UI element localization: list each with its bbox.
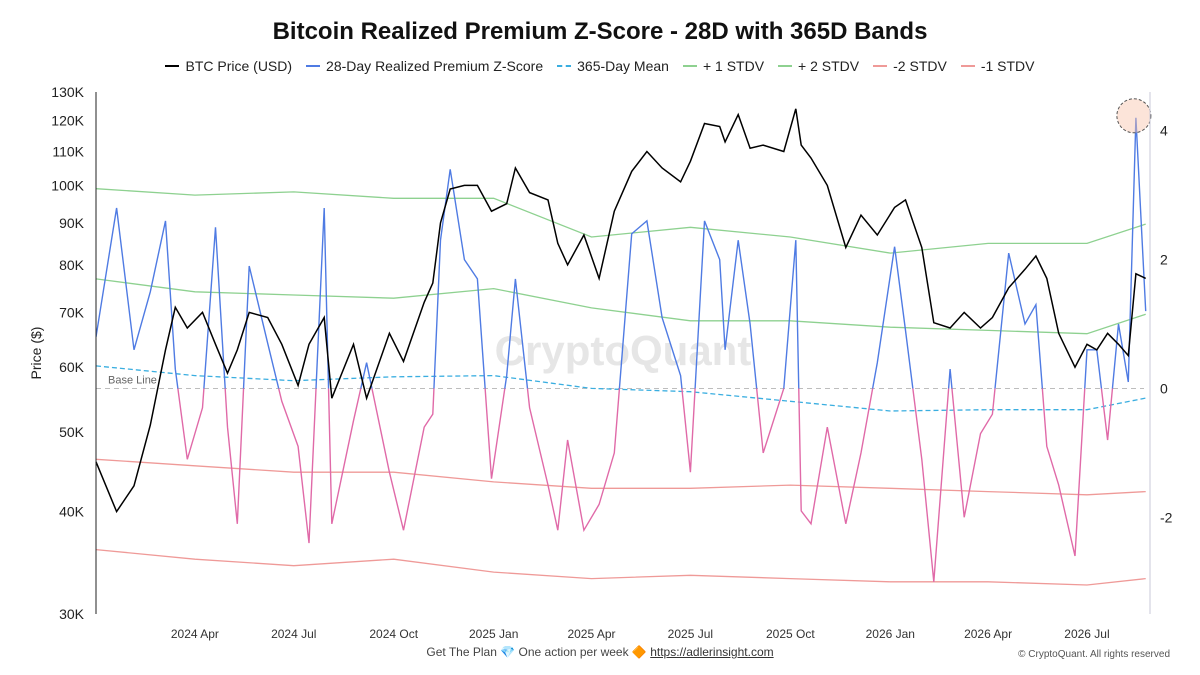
legend-item[interactable]: -2 STDV (873, 58, 947, 74)
promo-text: Get The Plan (426, 645, 497, 659)
baseline-label: Base Line (108, 374, 157, 386)
legend-item[interactable]: + 2 STDV (778, 58, 859, 74)
legend-swatch (165, 65, 180, 67)
series-line-zscore-negative (177, 388, 1114, 582)
legend-item[interactable]: 365-Day Mean (557, 58, 669, 74)
chart-legend: BTC Price (USD) 28-Day Realized Premium Z… (0, 58, 1200, 74)
footer-promo: Get The Plan 💎 One action per week 🔶 htt… (0, 645, 1200, 659)
x-tick-label: 2026 Jul (1064, 627, 1109, 641)
series-line-2-stdv (95, 188, 1146, 254)
promo-mid-text: One action per week (518, 645, 629, 659)
x-tick-label: 2025 Apr (567, 627, 615, 641)
series-line-1-stdv (95, 458, 1146, 496)
series-line-zscore-positive (96, 117, 1147, 389)
peak-highlight-circle (1116, 98, 1152, 134)
y-axis-label: Price ($) (28, 327, 44, 380)
legend-item[interactable]: BTC Price (USD) (165, 58, 292, 74)
x-tick-label: 2024 Oct (369, 627, 418, 641)
x-tick-label: 2026 Apr (964, 627, 1012, 641)
y2-tick-label: -2 (1160, 509, 1173, 525)
series-line-btc-price (95, 108, 1147, 514)
x-tick-label: 2025 Jan (469, 627, 518, 641)
series-line-1-stdv (95, 278, 1146, 335)
y2-tick-label: 0 (1160, 380, 1168, 396)
y-tick-label: 130K (51, 84, 84, 100)
promo-link[interactable]: https://adlerinsight.com (650, 645, 774, 659)
legend-item[interactable]: -1 STDV (960, 58, 1035, 74)
legend-swatch (557, 65, 572, 67)
legend-swatch (778, 65, 793, 67)
legend-label: 365-Day Mean (577, 58, 669, 74)
legend-item[interactable]: + 1 STDV (682, 58, 765, 74)
legend-label: BTC Price (USD) (185, 58, 293, 74)
y-tick-label: 60K (59, 359, 85, 375)
x-tick-label: 2025 Oct (766, 627, 815, 641)
y-tick-label: 40K (59, 504, 85, 520)
copyright-text: © CryptoQuant. All rights reserved (1018, 649, 1170, 660)
y2-tick-label: 2 (1160, 252, 1168, 268)
x-tick-label: 2024 Jul (271, 627, 316, 641)
y-tick-label: 90K (59, 215, 85, 231)
gem-icon: 💎 (500, 645, 516, 659)
diamond-icon: 🔶 (631, 645, 647, 659)
legend-label: + 2 STDV (798, 58, 860, 74)
legend-swatch (960, 65, 975, 67)
legend-swatch (873, 65, 888, 67)
x-tick-label: 2024 Apr (171, 627, 219, 641)
y-tick-label: 100K (51, 177, 84, 193)
chart-title: Bitcoin Realized Premium Z-Score - 28D w… (272, 18, 928, 45)
legend-label: -2 STDV (893, 58, 947, 74)
y-tick-label: 80K (59, 257, 85, 273)
legend-swatch (306, 65, 321, 67)
y2-tick-label: 4 (1160, 123, 1168, 139)
y-tick-label: 110K (52, 143, 84, 159)
series-line-2-stdv (95, 548, 1146, 586)
legend-item[interactable]: 28-Day Realized Premium Z-Score (306, 58, 543, 74)
series-line-365-day-mean (95, 365, 1146, 412)
y-tick-label: 30K (59, 606, 85, 622)
y-tick-label: 120K (51, 112, 84, 128)
legend-label: -1 STDV (980, 58, 1035, 74)
x-tick-label: 2025 Jul (668, 627, 713, 641)
legend-label: + 1 STDV (702, 58, 765, 74)
legend-label: 28-Day Realized Premium Z-Score (326, 58, 544, 74)
legend-swatch (682, 65, 697, 67)
y-tick-label: 70K (59, 304, 85, 320)
x-tick-label: 2026 Jan (866, 627, 915, 641)
y-tick-label: 50K (59, 424, 85, 440)
